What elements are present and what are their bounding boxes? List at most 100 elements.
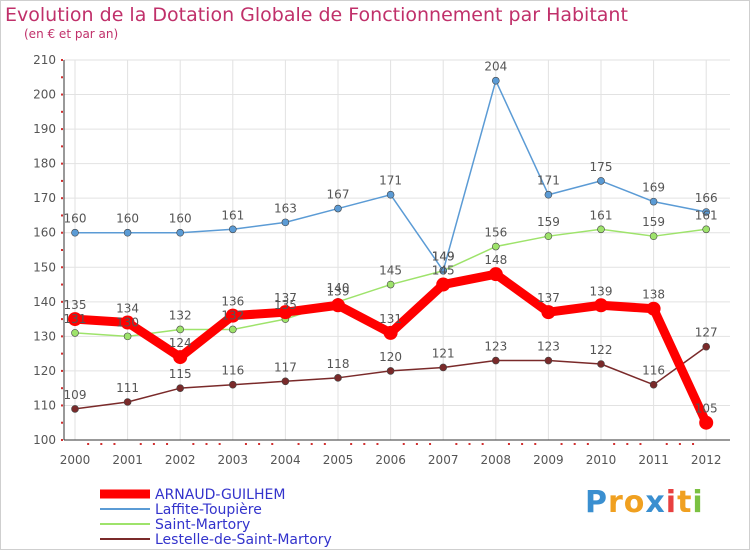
data-point bbox=[544, 232, 553, 240]
data-point bbox=[386, 367, 395, 375]
data-point bbox=[488, 267, 503, 282]
data-label: 134 bbox=[116, 302, 139, 316]
x-minor-tick bbox=[258, 443, 261, 445]
x-minor-tick bbox=[692, 443, 695, 445]
data-label: 145 bbox=[379, 264, 402, 278]
data-point bbox=[491, 242, 500, 251]
x-minor-tick bbox=[534, 443, 537, 445]
y-tick-label: 140 bbox=[33, 295, 56, 309]
x-minor-tick bbox=[429, 443, 432, 445]
x-minor-tick bbox=[113, 443, 116, 445]
data-point bbox=[702, 208, 711, 216]
data-point bbox=[386, 280, 395, 289]
x-minor-tick bbox=[87, 443, 90, 445]
data-point bbox=[229, 380, 237, 389]
data-point bbox=[594, 298, 608, 313]
x-tick-label: 2004 bbox=[270, 453, 301, 467]
legend: ARNAUD-GUILHEMLaffite-ToupièreSaint-Mart… bbox=[100, 487, 332, 548]
data-point bbox=[71, 228, 79, 237]
data-point bbox=[176, 325, 184, 334]
x-minor-tick bbox=[363, 443, 366, 445]
y-minor-tick bbox=[61, 404, 63, 407]
y-minor-tick bbox=[61, 318, 63, 321]
y-minor-tick bbox=[61, 93, 63, 96]
data-point bbox=[649, 197, 658, 206]
data-point bbox=[439, 266, 448, 275]
x-tick-label: 2007 bbox=[428, 453, 459, 467]
x-tick-label: 2006 bbox=[375, 453, 406, 467]
x-tick-label: 2003 bbox=[218, 453, 249, 467]
data-label: 160 bbox=[116, 212, 139, 226]
data-point bbox=[173, 350, 188, 365]
data-labels: 135 134 124 136 137 139 131 145 148 137 139 138 105 1… bbox=[64, 60, 718, 416]
data-label: 139 bbox=[590, 284, 613, 298]
data-point bbox=[541, 305, 556, 320]
data-point bbox=[699, 415, 714, 430]
logo-letter: t bbox=[677, 485, 693, 520]
y-tick-label: 180 bbox=[33, 157, 56, 171]
data-label: 139 bbox=[327, 284, 350, 298]
y-minor-tick bbox=[61, 197, 63, 200]
data-label: 149 bbox=[432, 250, 455, 264]
x-minor-tick bbox=[271, 443, 274, 445]
data-point bbox=[176, 228, 184, 237]
y-tick-label: 100 bbox=[33, 433, 56, 447]
data-point bbox=[229, 225, 237, 234]
y-minor-tick bbox=[61, 249, 63, 251]
data-point bbox=[334, 374, 342, 382]
data-label: 166 bbox=[695, 191, 718, 205]
data-point bbox=[281, 377, 290, 386]
data-point bbox=[544, 356, 553, 365]
data-label: 116 bbox=[221, 364, 244, 378]
data-label: 138 bbox=[642, 288, 665, 302]
y-minor-tick bbox=[61, 179, 63, 182]
x-minor-tick bbox=[139, 443, 142, 445]
logo-letter: r bbox=[608, 485, 624, 520]
data-label: 159 bbox=[537, 215, 560, 229]
x-tick-label: 2005 bbox=[323, 453, 354, 467]
data-point bbox=[386, 190, 395, 199]
chart-title: Evolution de la Dotation Globale de Fonc… bbox=[5, 4, 628, 26]
y-tick-label: 110 bbox=[33, 398, 56, 412]
x-minor-tick bbox=[192, 443, 195, 445]
logo-letter: o bbox=[623, 485, 646, 520]
axes: 100 110 120 130 140 150 160 170 180 190 200 210 2000… bbox=[33, 53, 730, 467]
data-point bbox=[597, 360, 605, 368]
data-point bbox=[71, 329, 79, 337]
data-point bbox=[278, 305, 293, 320]
data-point bbox=[71, 405, 79, 413]
y-minor-tick bbox=[61, 128, 63, 131]
logo-letter: i bbox=[665, 485, 678, 520]
data-label: 160 bbox=[169, 212, 192, 226]
data-point bbox=[649, 380, 658, 389]
x-minor-tick bbox=[152, 443, 155, 445]
x-minor-tick bbox=[521, 443, 524, 445]
data-label: 156 bbox=[484, 226, 507, 240]
data-label: 127 bbox=[695, 326, 718, 340]
data-label: 118 bbox=[327, 357, 350, 371]
data-label: 123 bbox=[537, 340, 560, 354]
x-minor-tick bbox=[310, 443, 313, 445]
logo-letter: x bbox=[645, 485, 666, 520]
series-layer bbox=[68, 76, 714, 430]
data-point bbox=[649, 232, 658, 240]
data-label: 137 bbox=[274, 291, 297, 305]
y-minor-tick bbox=[61, 387, 63, 390]
data-point bbox=[544, 190, 553, 199]
x-tick-label: 2012 bbox=[691, 453, 722, 467]
data-point bbox=[68, 312, 82, 327]
x-minor-tick bbox=[376, 443, 379, 445]
x-minor-tick bbox=[455, 443, 458, 445]
x-minor-tick bbox=[323, 443, 326, 445]
data-label: 145 bbox=[432, 264, 455, 278]
x-minor-tick bbox=[665, 443, 668, 445]
data-label: 132 bbox=[221, 308, 244, 322]
data-label: 116 bbox=[642, 364, 665, 378]
grid bbox=[64, 59, 730, 441]
data-label: 167 bbox=[327, 188, 350, 202]
logo-letter: i bbox=[692, 485, 704, 520]
y-minor-tick bbox=[61, 76, 63, 79]
data-point bbox=[229, 325, 237, 334]
